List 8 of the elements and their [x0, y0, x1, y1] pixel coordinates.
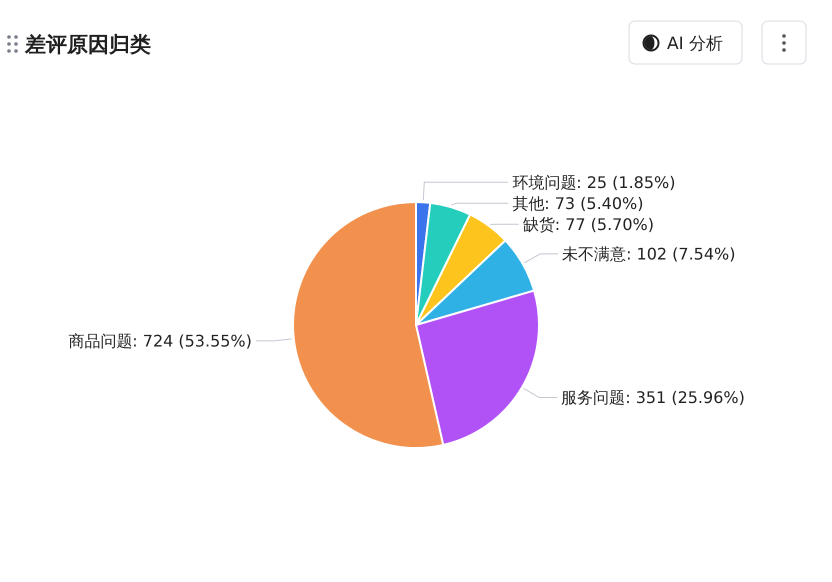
slice-label: 环境问题: 25 (1.85%)	[512, 172, 676, 192]
slice-label: 缺货: 77 (5.70%)	[522, 214, 654, 234]
slice-label: 服务问题: 351 (25.96%)	[561, 388, 745, 408]
chart-title: 差评原因归类	[24, 32, 151, 56]
slice-label: 其他: 73 (5.40%)	[512, 194, 644, 213]
ai-analysis-button: AI 分析	[628, 20, 742, 64]
slice-label: 商品问题: 724 (53.55%)	[68, 332, 252, 351]
slice-label: 未不满意: 102 (7.54%)	[562, 244, 736, 264]
